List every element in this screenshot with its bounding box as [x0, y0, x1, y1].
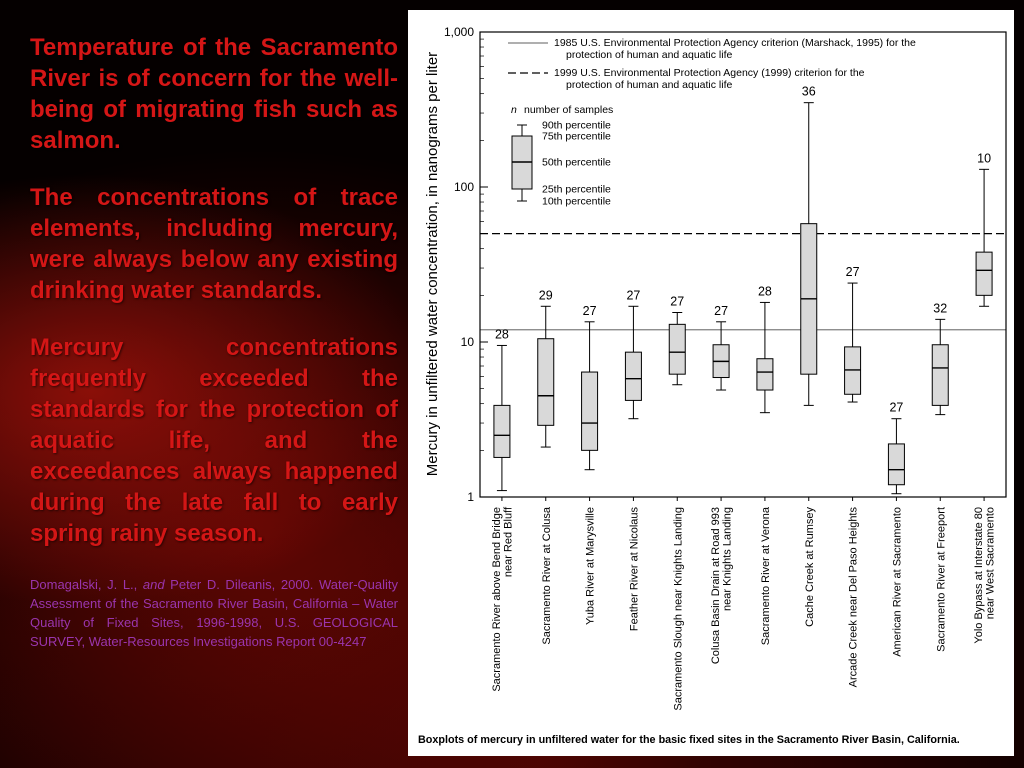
sample-count: 28 [758, 284, 772, 298]
box [624, 351, 642, 401]
sample-count: 28 [495, 327, 509, 341]
box [887, 443, 905, 486]
sample-count: 32 [933, 301, 947, 315]
legend: 1985 U.S. Environmental Protection Agenc… [508, 37, 916, 208]
y-tick-label: 100 [454, 180, 474, 194]
sample-count: 27 [714, 304, 728, 318]
site-label: American River at Sacramento [891, 507, 903, 657]
paragraph-trace-elements: The concentrations of trace elements, in… [30, 184, 398, 304]
mercury-boxplot-chart: 1 10 100 1,000 28 Sacramento River above Bend… [444, 25, 1007, 711]
y-tick-label: 10 [461, 335, 475, 349]
boxplot-site-7: 28 Sacramento River at Verona [756, 284, 774, 645]
citation-text-pre: Domagalski, J. L., [30, 577, 143, 592]
boxplot-site-11: 32 Sacramento River at Freeport [931, 301, 949, 652]
percentile-label: 10th percentile [542, 196, 611, 208]
box [756, 358, 774, 391]
paragraph-mercury: Mercury concentrations frequently exceed… [30, 334, 398, 547]
boxplot-site-2: 29 Sacramento River at Colusa [537, 288, 555, 645]
legend-text: protection of human and aquatic life [566, 49, 733, 61]
site-label: near Knights Landing [722, 507, 734, 611]
site-label: Sacramento Slough near Knights Landing [672, 507, 684, 711]
chart-caption: Boxplots of mercury in unfiltered water … [418, 734, 960, 746]
sample-count: 36 [802, 85, 816, 99]
box [581, 371, 599, 451]
percentile-label: 90th percentile [542, 120, 611, 132]
boxplot-site-8: 36 Cache Creek at Rumsey [800, 85, 818, 627]
sample-count: 10 [977, 151, 991, 165]
box [493, 404, 511, 458]
legend-text: protection of human and aquatic life [566, 79, 733, 91]
citation: Domagalski, J. L., and Peter D. Dileanis… [30, 575, 398, 651]
box [537, 338, 555, 426]
y-axis-label: Mercury in unfiltered water concentratio… [424, 51, 441, 477]
percentile-label: 25th percentile [542, 184, 611, 196]
boxplot-site-3: 27 Yuba River at Marysville [581, 304, 599, 625]
sample-count: 27 [670, 294, 684, 308]
boxplot-site-12: 10 Yolo Bypass at Interstate 80 near West … [973, 151, 997, 643]
legend-text: 1999 U.S. Environmental Protection Agenc… [554, 67, 865, 79]
text-column: Temperature of the Sacramento River is o… [30, 32, 398, 651]
paragraph-temperature: Temperature of the Sacramento River is o… [30, 34, 398, 154]
site-label: Sacramento River above Bend Bridge [491, 507, 503, 692]
citation-text-post: Peter D. Dileanis, 2000. Water-Quality A… [30, 577, 398, 649]
box [975, 251, 993, 296]
site-label: Yolo Bypass at Interstate 80 [973, 507, 985, 644]
sample-count: 29 [539, 288, 553, 302]
legend-text: 1985 U.S. Environmental Protection Agenc… [554, 37, 916, 49]
boxplot-site-10: 27 American River at Sacramento [887, 401, 905, 657]
site-label: Feather River at Nicolaus [628, 507, 640, 632]
site-label: Sacramento River at Freeport [935, 507, 947, 652]
site-label: Yuba River at Marysville [585, 507, 597, 625]
boxplot-site-6: 27 Colusa Basin Drain at Road 993 near Kni… [710, 304, 734, 664]
site-label: Colusa Basin Drain at Road 993 [710, 507, 722, 664]
boxplot-site-5: 27 Sacramento Slough near Knights Landing [668, 294, 686, 711]
site-label: Arcade Creek near Del Paso Heights [848, 507, 860, 688]
sample-count: 27 [889, 401, 903, 415]
boxplot-site-1: 28 Sacramento River above Bend Bridge near… [491, 327, 515, 691]
site-label: Sacramento River at Colusa [541, 506, 553, 644]
box [931, 344, 949, 406]
boxplot-site-4: 27 Feather River at Nicolaus [624, 288, 642, 632]
legend-n-symbol: n [511, 104, 517, 116]
sample-count: 27 [583, 304, 597, 318]
chart-panel: 1 10 100 1,000 28 Sacramento River above Bend… [408, 10, 1014, 756]
legend-n-text: number of samples [524, 104, 613, 116]
site-label: Cache Creek at Rumsey [804, 507, 816, 627]
percentile-label: 75th percentile [542, 131, 611, 143]
site-label: near Red Bluff [502, 506, 514, 577]
sample-count: 27 [846, 265, 860, 279]
site-label: near West Sacramento [985, 507, 997, 619]
box [668, 323, 686, 375]
sample-count: 27 [626, 288, 640, 302]
plot-frame [479, 31, 1007, 498]
percentile-label: 50th percentile [542, 157, 611, 169]
y-tick-label: 1,000 [444, 25, 474, 39]
boxplot-site-9: 27 Arcade Creek near Del Paso Heights [844, 265, 862, 688]
site-label: Sacramento River at Verona [760, 506, 772, 645]
citation-and: and [142, 577, 165, 592]
y-tick-label: 1 [467, 490, 474, 504]
